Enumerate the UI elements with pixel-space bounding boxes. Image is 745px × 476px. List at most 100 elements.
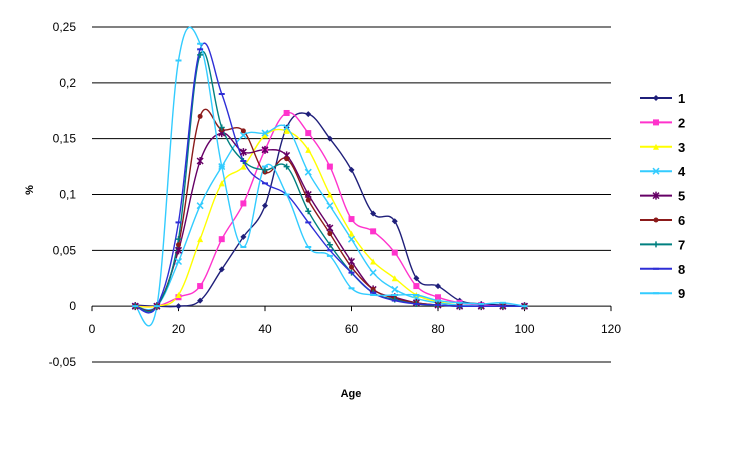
legend-label: 3	[678, 140, 685, 155]
data-point	[240, 233, 247, 240]
data-point	[239, 131, 247, 139]
legend-label: 1	[678, 91, 685, 106]
data-point	[174, 246, 183, 255]
data-point	[239, 148, 247, 157]
series-line-9	[134, 26, 525, 327]
legend-swatch-marker	[653, 95, 659, 101]
x-tick-label: 40	[258, 322, 272, 336]
data-point	[370, 286, 376, 292]
x-tick-label: 120	[601, 322, 621, 336]
data-point	[347, 257, 356, 266]
x-tick-label: 80	[431, 322, 445, 336]
data-point	[196, 202, 204, 210]
data-point	[304, 190, 312, 199]
data-point	[370, 228, 377, 235]
data-point	[283, 109, 290, 116]
y-tick-label: 0,25	[53, 20, 77, 34]
series-lines	[134, 26, 525, 327]
data-point	[370, 210, 377, 217]
y-tick-label: -0,05	[49, 355, 77, 369]
data-point	[218, 236, 225, 243]
data-point	[175, 303, 182, 310]
data-point	[326, 241, 333, 248]
data-point	[197, 283, 204, 290]
data-point	[283, 127, 290, 134]
legend-swatch-marker	[653, 241, 659, 248]
data-point	[240, 200, 247, 207]
y-axis-title: %	[24, 185, 36, 195]
data-point	[197, 297, 204, 304]
x-tick-label: 60	[345, 322, 359, 336]
data-point	[435, 294, 441, 301]
data-point	[262, 202, 268, 209]
x-tick-label: 100	[514, 322, 534, 336]
y-tick-label: 0,2	[59, 76, 76, 90]
data-point	[327, 231, 333, 237]
legend-label: 7	[678, 237, 685, 252]
series-line-1	[135, 112, 525, 308]
data-point	[348, 166, 355, 173]
y-tick-label: 0,1	[59, 188, 76, 202]
data-point	[391, 249, 398, 256]
legend-label: 6	[678, 213, 685, 228]
x-axis-tick-labels: 0 20 40 60 80 100 120	[89, 322, 622, 336]
legend-swatch-marker	[652, 191, 660, 200]
legend-swatch-marker	[653, 143, 659, 150]
data-point	[304, 168, 312, 176]
data-point	[197, 113, 203, 119]
data-point	[283, 163, 290, 170]
y-axis-tick-labels: -0,05 0 0,05 0,1 0,15 0,2 0,25	[49, 20, 77, 369]
data-point	[176, 242, 181, 248]
x-tick-label: 0	[89, 322, 96, 336]
data-point	[218, 180, 225, 187]
data-point	[326, 191, 333, 198]
data-point	[197, 236, 204, 243]
data-point	[305, 197, 311, 203]
legend-label: 4	[678, 164, 686, 179]
data-point	[305, 130, 312, 137]
y-tick-label: 0,15	[53, 132, 77, 146]
data-point	[391, 285, 399, 293]
data-point	[175, 236, 182, 243]
data-point	[370, 258, 377, 265]
data-point	[261, 129, 269, 137]
data-point	[284, 156, 290, 162]
data-point	[197, 51, 204, 58]
data-point	[349, 264, 354, 270]
data-point	[413, 275, 420, 282]
data-point	[348, 216, 355, 223]
data-point	[283, 123, 291, 132]
gridlines	[92, 26, 611, 363]
data-point	[326, 163, 333, 170]
data-point	[218, 124, 225, 131]
series-line-3	[135, 128, 525, 308]
data-point	[240, 128, 246, 134]
data-point	[218, 266, 225, 273]
data-point	[326, 224, 334, 232]
data-point	[348, 230, 355, 237]
data-point	[391, 218, 398, 225]
data-point	[413, 283, 420, 290]
data-point	[435, 283, 441, 290]
legend-swatch-marker	[652, 167, 660, 175]
data-point	[240, 163, 247, 170]
legend-label: 9	[678, 286, 685, 301]
data-point	[326, 202, 334, 210]
x-axis-title: Age	[341, 388, 362, 400]
y-tick-label: 0,05	[53, 243, 77, 257]
data-point	[305, 208, 312, 215]
data-point	[261, 145, 269, 154]
x-tick-label: 20	[172, 322, 186, 336]
series-markers	[131, 42, 529, 311]
series-line-2	[135, 111, 525, 308]
series-line-4	[135, 124, 525, 311]
series-line-8	[135, 42, 525, 314]
legend-label: 5	[678, 189, 685, 204]
y-tick-label: 0	[69, 299, 76, 313]
data-point	[305, 146, 312, 153]
data-point	[369, 269, 377, 277]
data-point	[326, 135, 333, 142]
legend-label: 8	[678, 262, 685, 277]
data-point	[175, 292, 182, 298]
